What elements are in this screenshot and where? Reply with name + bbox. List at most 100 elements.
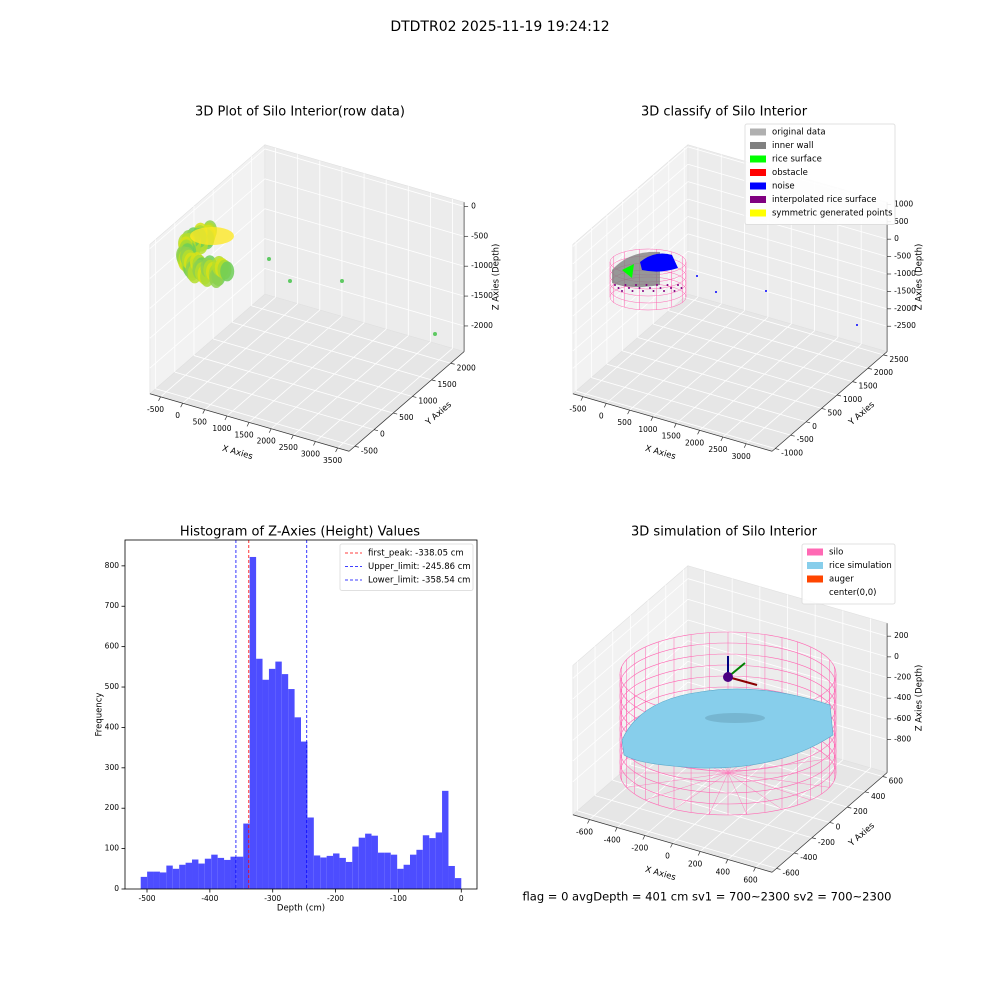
noise-cluster: [640, 253, 678, 272]
legend-box: [801, 543, 896, 605]
histogram-bar: [192, 859, 199, 889]
histogram-bar: [230, 856, 237, 889]
legend-label: interpolated rice surface: [772, 195, 877, 205]
plots: -5000500100015002000250030003500-5000500…: [95, 105, 925, 914]
y-tick-mark: [412, 396, 417, 398]
silo-wireframe: [727, 772, 830, 788]
y-tick-mark: [852, 381, 857, 383]
x-tick-label: 200: [688, 859, 703, 868]
histogram-bar: [288, 689, 295, 889]
grid-line: [687, 619, 888, 678]
y-tick-mark: [811, 837, 816, 840]
outlier-point: [765, 290, 767, 292]
z-tick-label: 0: [894, 652, 899, 661]
x-tick-label: 600: [743, 875, 758, 884]
grid-line: [572, 578, 689, 679]
y-tick-mark: [883, 354, 888, 357]
y-tick-mark: [393, 412, 398, 415]
interpolated-point: [666, 284, 669, 286]
grid-line: [572, 146, 689, 247]
histogram-bar: [352, 846, 359, 889]
x-tick-mark: [720, 436, 724, 442]
auger-axis: [727, 676, 758, 686]
x-tick-label: -400: [604, 836, 621, 845]
grid-line: [155, 388, 355, 447]
grid-line: [612, 779, 813, 839]
x-tick-label: -500: [569, 405, 586, 414]
histogram-bar: [320, 857, 327, 889]
center-marker: [723, 672, 733, 682]
histogram-bar: [365, 833, 372, 889]
legend-swatch: [807, 548, 823, 556]
histogram-bar: [140, 876, 148, 889]
y-tick-mark: [806, 421, 811, 424]
histogram-bar: [326, 855, 334, 889]
x-tick-mark: [268, 428, 272, 433]
y-tick-label: 1500: [438, 380, 457, 389]
z-tick-label: 0: [894, 234, 899, 243]
plot-3d: -5000500100015002000250030003500-5000500…: [147, 144, 502, 465]
interpolated-point: [670, 287, 672, 289]
grid-line: [204, 309, 321, 410]
y-tick-label: 2500: [889, 355, 908, 364]
grid-line: [668, 310, 869, 369]
grid-line: [293, 335, 409, 436]
x-tick-label: -500: [147, 405, 164, 414]
grid-line: [149, 268, 266, 369]
histogram-bar: [204, 858, 212, 889]
grid-line: [591, 377, 791, 436]
legend-swatch: [807, 575, 823, 583]
y-tick-label: 2000: [457, 363, 476, 372]
x-tick-label: 3500: [323, 456, 342, 465]
grid-line: [653, 323, 853, 383]
y-tick-label: 800: [105, 561, 120, 570]
interpolated-point: [663, 290, 665, 292]
y-tick-label: 400: [105, 722, 120, 731]
plot-frame: [124, 539, 478, 890]
grid-line: [264, 268, 465, 327]
histogram: -500 -400 -300 -200 -100 0 0 100 200 300 400 500 600…: [95, 539, 478, 914]
z-axis-label: Z Axies (Depth): [915, 244, 925, 311]
plot-title: 3D Plot of Silo Interior(row data): [195, 105, 405, 120]
grid-line: [630, 764, 830, 823]
interpolated-point: [617, 287, 620, 289]
grid-line: [622, 350, 822, 409]
y-tick-mark: [867, 367, 873, 370]
interpolated-point: [638, 287, 641, 289]
outlier-point: [340, 279, 344, 283]
histogram-bar: [166, 865, 173, 889]
histogram-bar: [172, 868, 180, 889]
histogram-bar: [442, 790, 449, 889]
z-tick-label: -1000: [894, 269, 916, 278]
legend-swatch: [750, 142, 766, 149]
y-tick-mark: [450, 362, 455, 365]
histogram-bar: [345, 861, 353, 889]
histogram-bar: [268, 668, 276, 889]
legend-label: Upper_limit: -245.86 cm: [368, 562, 471, 572]
histogram-bar: [358, 837, 366, 889]
x-tick-label: -600: [576, 828, 593, 837]
x-tick-label: 3000: [301, 450, 320, 459]
x-tick-label: -100: [390, 894, 407, 903]
histogram-bar: [384, 852, 391, 889]
grid-line: [264, 208, 465, 267]
y-tick-label: 2000: [874, 368, 893, 377]
x-tick-label: -200: [327, 894, 344, 903]
plot-3d: -600-400-2000200400600-600-400-200020040…: [572, 543, 925, 884]
x-tick-mark: [580, 396, 584, 401]
legend-label: center(0,0): [829, 588, 877, 598]
x-tick-mark: [697, 430, 700, 435]
histogram-bar: [294, 717, 301, 889]
x-tick-mark: [313, 441, 316, 446]
point-cloud: [190, 227, 234, 245]
silo-wireframe: [645, 772, 729, 801]
legend-label: silo: [829, 548, 843, 558]
grid-line: [637, 337, 838, 396]
x-tick-mark: [642, 835, 646, 840]
grid-line: [149, 148, 266, 249]
grid-line: [687, 268, 888, 327]
interpolated-point: [614, 284, 616, 286]
legend-swatch: [807, 562, 823, 569]
interpolated-point: [677, 284, 679, 286]
